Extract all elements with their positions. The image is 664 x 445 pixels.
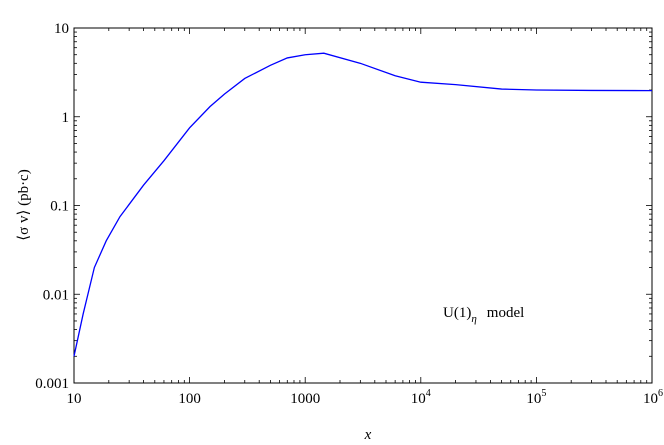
y-tick-label: 0.1 <box>50 199 69 215</box>
x-tick-label: 104 <box>411 388 431 407</box>
x-tick-label: 100 <box>178 391 201 407</box>
tick-labels: 10 100 1000 104 105 106 0.001 0.01 0.1 1 10 <box>35 21 663 407</box>
x-tick-label: 10 <box>67 391 82 407</box>
x-tick-label: 106 <box>643 388 663 407</box>
annotation-subscript: η <box>471 313 476 325</box>
y-tick-label: 0.001 <box>35 376 69 392</box>
y-tick-label: 1 <box>62 110 70 126</box>
x-axis-label: x <box>364 427 372 443</box>
x-tick-label: 105 <box>526 388 546 407</box>
x-tick-label: 1000 <box>290 391 320 407</box>
model-annotation: U(1)η model <box>443 305 524 325</box>
ticks <box>73 27 653 384</box>
series-line <box>73 52 653 357</box>
y-axis-label: ⟨σ v⟩ (pb·c) <box>16 169 32 240</box>
plot-frame <box>73 27 653 384</box>
y-tick-label: 0.01 <box>43 287 69 303</box>
y-tick-label: 10 <box>54 21 69 37</box>
annotation-base: U(1) <box>443 305 471 321</box>
annotation-suffix: model <box>487 305 525 321</box>
